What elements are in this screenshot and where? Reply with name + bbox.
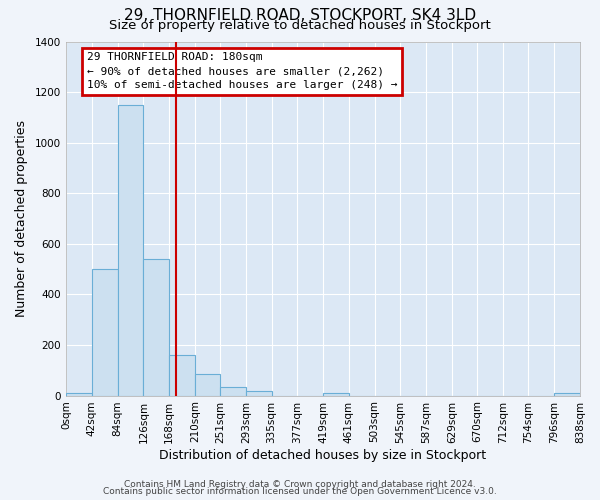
Bar xyxy=(169,355,195,396)
Bar xyxy=(118,104,143,396)
Bar xyxy=(323,393,349,396)
Text: 29 THORNFIELD ROAD: 180sqm
← 90% of detached houses are smaller (2,262)
10% of s: 29 THORNFIELD ROAD: 180sqm ← 90% of deta… xyxy=(86,52,397,90)
Bar xyxy=(66,393,92,396)
Bar xyxy=(92,269,118,396)
Text: Contains HM Land Registry data © Crown copyright and database right 2024.: Contains HM Land Registry data © Crown c… xyxy=(124,480,476,489)
Bar xyxy=(195,374,220,396)
Text: Size of property relative to detached houses in Stockport: Size of property relative to detached ho… xyxy=(109,19,491,32)
Text: 29, THORNFIELD ROAD, STOCKPORT, SK4 3LD: 29, THORNFIELD ROAD, STOCKPORT, SK4 3LD xyxy=(124,8,476,22)
X-axis label: Distribution of detached houses by size in Stockport: Distribution of detached houses by size … xyxy=(160,450,487,462)
Text: Contains public sector information licensed under the Open Government Licence v3: Contains public sector information licen… xyxy=(103,487,497,496)
Bar xyxy=(554,393,580,396)
Bar xyxy=(246,390,272,396)
Y-axis label: Number of detached properties: Number of detached properties xyxy=(15,120,28,317)
Bar xyxy=(220,386,246,396)
Bar xyxy=(143,259,169,396)
